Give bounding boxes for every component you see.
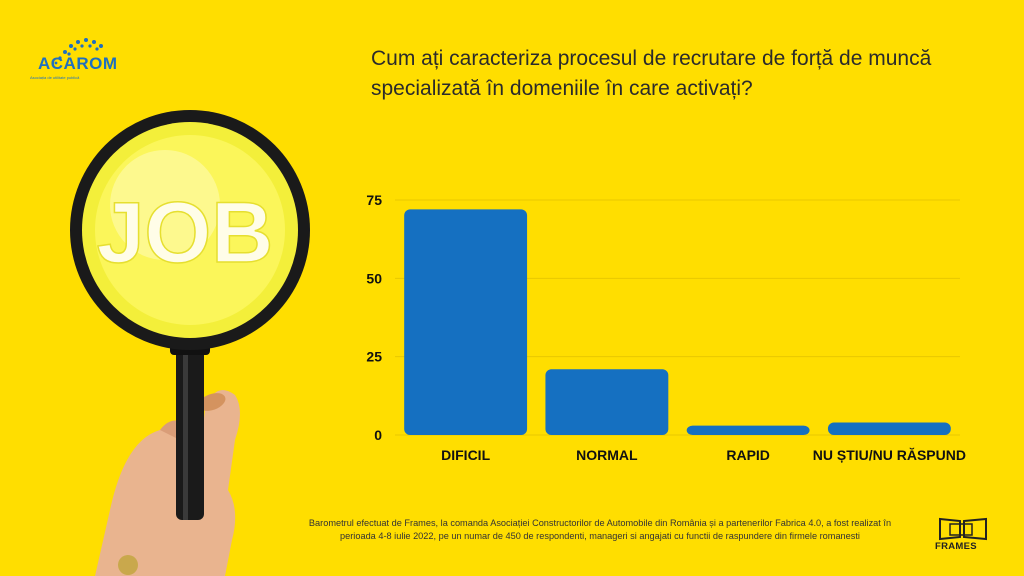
bar-dificil [404,209,528,435]
question-title: Cum ați caracteriza procesul de recrutar… [371,47,932,100]
hand-icon [95,390,240,576]
logo-tagline: Asociația de utilitate publică [30,75,80,80]
frames-brand: FRAMES [935,541,977,552]
footnote-line-2: perioada 4-8 iulie 2022, pe un numar de … [340,531,860,541]
bar-nu-știu-nu-răspund [827,422,951,435]
magnifier-illustration: JOB [70,110,310,576]
footnote-line-1: Barometrul efectuat de Frames, la comand… [308,518,892,528]
bar-rapid [686,425,810,435]
x-category-label: RAPID [726,447,770,463]
bar-normal [545,369,669,435]
logo-name: ACAROM [38,54,118,73]
x-category-label: DIFICIL [441,447,490,463]
survey-footnote: Barometrul efectuat de Frames, la comand… [290,517,910,543]
job-word: JOB [97,185,274,281]
y-tick-label: 50 [366,270,382,286]
y-tick-label: 0 [374,427,382,443]
x-category-label: NORMAL [576,447,638,463]
acarom-logo [54,38,103,65]
y-tick-label: 75 [366,192,382,208]
x-category-label: NU ȘTIU/NU RĂSPUND [813,447,966,463]
y-tick-label: 25 [366,349,382,365]
bar-chart: 0 25 50 75 DIFICIL NORMAL RAPID NU ȘTIU/NU RĂS… [366,192,966,463]
frames-logo-icon [939,517,987,541]
